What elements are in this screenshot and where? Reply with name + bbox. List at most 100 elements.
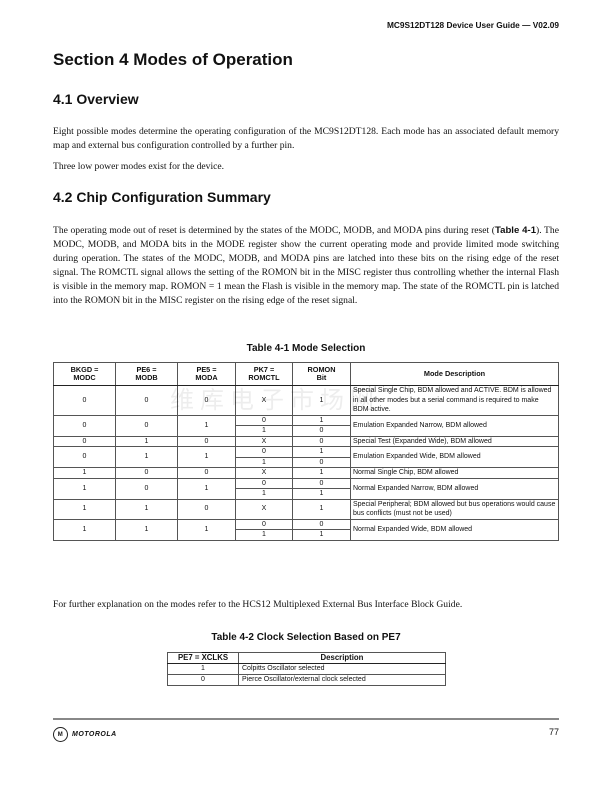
- cell-romon: 1: [292, 488, 351, 500]
- cell-modb: 1: [115, 446, 178, 468]
- cell-modb: 0: [115, 414, 178, 437]
- cell-modb: 1: [115, 498, 178, 520]
- cell-mode-description: Special Peripheral; BDM allowed but bus …: [350, 498, 559, 520]
- cell-modc: 0: [53, 414, 116, 437]
- cell-description: Pierce Oscillator/external clock selecte…: [238, 674, 446, 686]
- motorola-logo: M MOTOROLA: [53, 727, 117, 742]
- cell-mode-description: Special Single Chip, BDM allowed and ACT…: [350, 385, 559, 416]
- brand-name: MOTOROLA: [72, 731, 117, 738]
- chip-config-paragraph: The operating mode out of reset is deter…: [53, 224, 559, 308]
- col-header-pe7: PE7 = XCLKS: [167, 652, 239, 664]
- cell-moda: 1: [177, 414, 236, 437]
- header-signal: XCLKS: [201, 653, 229, 662]
- cell-modc: 1: [53, 477, 116, 500]
- cell-mode-description: Emulation Expanded Wide, BDM allowed: [350, 446, 559, 468]
- table-row: 1 1 1 0 0 Normal Expanded Wide, BDM allowed: [53, 518, 559, 541]
- col-header-moda: PE5 = MODA: [177, 362, 236, 386]
- cell-modc: 0: [53, 435, 116, 447]
- overview-heading: 4.1 Overview: [53, 91, 139, 107]
- cell-mode-description: Normal Single Chip, BDM allowed: [350, 467, 559, 479]
- cell-romctl: 0: [235, 414, 293, 426]
- cell-mode-description: Emulation Expanded Narrow, BDM allowed: [350, 414, 559, 437]
- cell-romctl: X: [235, 467, 293, 479]
- cell-romctl: 0: [235, 446, 293, 458]
- cell-romon: 1: [292, 446, 351, 458]
- cell-romon: 0: [292, 518, 351, 530]
- cell-romon: 0: [292, 435, 351, 447]
- overview-paragraph-2: Three low power modes exist for the devi…: [53, 161, 225, 172]
- cell-moda: 0: [177, 498, 236, 520]
- cell-romctl: X: [235, 498, 293, 520]
- cell-romon: 1: [292, 385, 351, 416]
- cell-mode-description: Normal Expanded Wide, BDM allowed: [350, 518, 559, 541]
- table-4-1-link[interactable]: Table 4-1: [494, 225, 537, 236]
- cell-romctl: 1: [235, 529, 293, 541]
- table-row: 0 0 1 0 1 Emulation Expanded Narrow, BDM allo…: [53, 414, 559, 437]
- para-text: The operating mode out of reset is deter…: [53, 225, 495, 236]
- cell-modb: 1: [115, 518, 178, 541]
- col-header-romon: ROMON Bit: [292, 362, 351, 386]
- cell-moda: 0: [177, 467, 236, 479]
- cell-modc: 0: [53, 385, 116, 416]
- cell-romon: 1: [292, 529, 351, 541]
- table-row: 0 1 0 X 0 Special Test (Expanded Wide), BDM a…: [53, 435, 559, 447]
- cell-value: 0: [167, 674, 239, 686]
- cell-modb: 0: [115, 385, 178, 416]
- cell-romon: 0: [292, 456, 351, 468]
- cell-romon: 1: [292, 414, 351, 426]
- cell-romctl: 1: [235, 456, 293, 468]
- cell-modc: 1: [53, 498, 116, 520]
- overview-paragraph: Eight possible modes determine the opera…: [53, 126, 559, 151]
- section-title: Section 4 Modes of Operation: [53, 50, 293, 69]
- cell-moda: 0: [177, 385, 236, 416]
- cell-romctl: 1: [235, 425, 293, 437]
- cell-moda: 1: [177, 446, 236, 468]
- cell-modb: 0: [115, 477, 178, 500]
- col-header-description: Description: [238, 652, 446, 664]
- table-row: 1 Colpitts Oscillator selected: [167, 663, 446, 675]
- table-row: 1 0 0 X 1 Normal Single Chip, BDM allowed: [53, 467, 559, 479]
- page-number: 77: [548, 727, 559, 737]
- table-row: 1 0 1 0 0 Normal Expanded Narrow, BDM allowed: [53, 477, 559, 500]
- cell-moda: 1: [177, 477, 236, 500]
- cell-romon: 1: [292, 467, 351, 479]
- table-row: 1 1 0 X 1 Special Peripheral; BDM allowed but…: [53, 498, 559, 520]
- running-header: MC9S12DT128 Device User Guide — V02.09: [386, 20, 559, 30]
- cell-romctl: 0: [235, 477, 293, 489]
- col-header-modc: BKGD = MODC: [53, 362, 116, 386]
- table-4-1-caption: Table 4-1 Mode Selection: [246, 343, 366, 354]
- col-header-mode-description: Mode Description: [350, 362, 559, 386]
- cell-modc: 1: [53, 518, 116, 541]
- table-4-2-caption: Table 4-2 Clock Selection Based on PE7: [211, 632, 401, 643]
- cell-moda: 0: [177, 435, 236, 447]
- cell-mode-description: Normal Expanded Narrow, BDM allowed: [350, 477, 559, 500]
- cell-romctl: 0: [235, 518, 293, 530]
- cell-modb: 1: [115, 435, 178, 447]
- cell-romctl: X: [235, 385, 293, 416]
- cell-romctl: X: [235, 435, 293, 447]
- cell-moda: 1: [177, 518, 236, 541]
- para-text: ). The MODC, MODB, and MODA bits in the …: [53, 225, 559, 306]
- motorola-batwing-icon: M: [53, 727, 68, 742]
- cell-modc: 1: [53, 467, 116, 479]
- further-note: For further explanation on the modes ref…: [53, 599, 463, 610]
- cell-romon: 0: [292, 425, 351, 437]
- mode-selection-table: BKGD = MODC PE6 = MODB PE5 = MODA PK7 = ROM…: [53, 362, 559, 541]
- header-prefix: PE7 =: [177, 653, 202, 662]
- clock-selection-table: PE7 = XCLKS Description 1 Colpitts Oscill…: [167, 652, 446, 686]
- table-row: 0 1 1 0 1 Emulation Expanded Wide, BDM allowe…: [53, 446, 559, 468]
- chip-config-heading: 4.2 Chip Configuration Summary: [53, 189, 271, 205]
- cell-mode-description: Special Test (Expanded Wide), BDM allowe…: [350, 435, 559, 447]
- col-header-modb: PE6 = MODB: [115, 362, 178, 386]
- cell-value: 1: [167, 663, 239, 675]
- table-row: 0 0 0 X 1 Special Single Chip, BDM allowed an…: [53, 385, 559, 416]
- table-row: 0 Pierce Oscillator/external clock select…: [167, 674, 446, 686]
- cell-romctl: 1: [235, 488, 293, 500]
- cell-romon: 0: [292, 477, 351, 489]
- col-header-romctl: PK7 = ROMCTL: [235, 362, 293, 386]
- cell-modc: 0: [53, 446, 116, 468]
- cell-modb: 0: [115, 467, 178, 479]
- footer-rule: [53, 718, 559, 720]
